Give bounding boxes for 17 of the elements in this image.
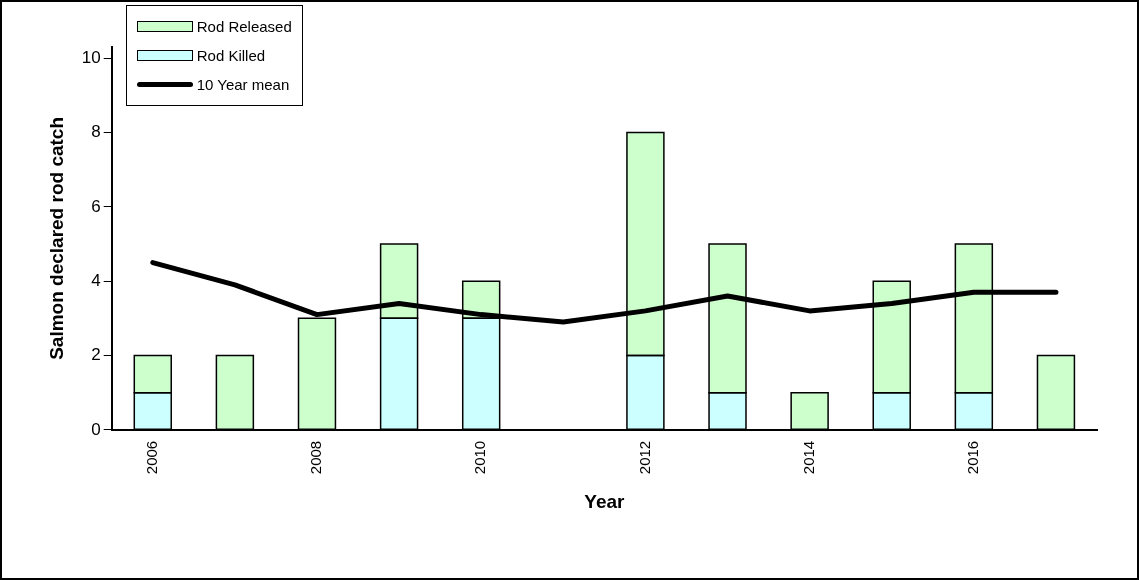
x-axis-title: Year bbox=[584, 490, 626, 512]
legend-label: Rod Released bbox=[196, 18, 292, 35]
y-tick-label: 0 bbox=[91, 419, 101, 439]
y-tick-label: 8 bbox=[91, 122, 101, 142]
y-axis-title: Salmon declared rod catch bbox=[45, 116, 67, 360]
x-tick-label: 2006 bbox=[142, 440, 160, 475]
y-tick-label: 2 bbox=[91, 345, 101, 365]
legend-label: 10 Year mean bbox=[196, 76, 290, 93]
x-tick-label: 2008 bbox=[307, 440, 325, 475]
y-tick-label: 6 bbox=[91, 196, 101, 216]
y-tick-label: 4 bbox=[91, 270, 101, 290]
y-tick-label: 10 bbox=[81, 47, 101, 67]
x-tick-label: 2016 bbox=[963, 440, 981, 475]
x-tick-label: 2010 bbox=[471, 440, 489, 475]
x-tick-label: 2014 bbox=[799, 440, 817, 475]
legend-label: Rod Killed bbox=[196, 47, 266, 64]
x-tick-label: 2012 bbox=[635, 440, 653, 475]
